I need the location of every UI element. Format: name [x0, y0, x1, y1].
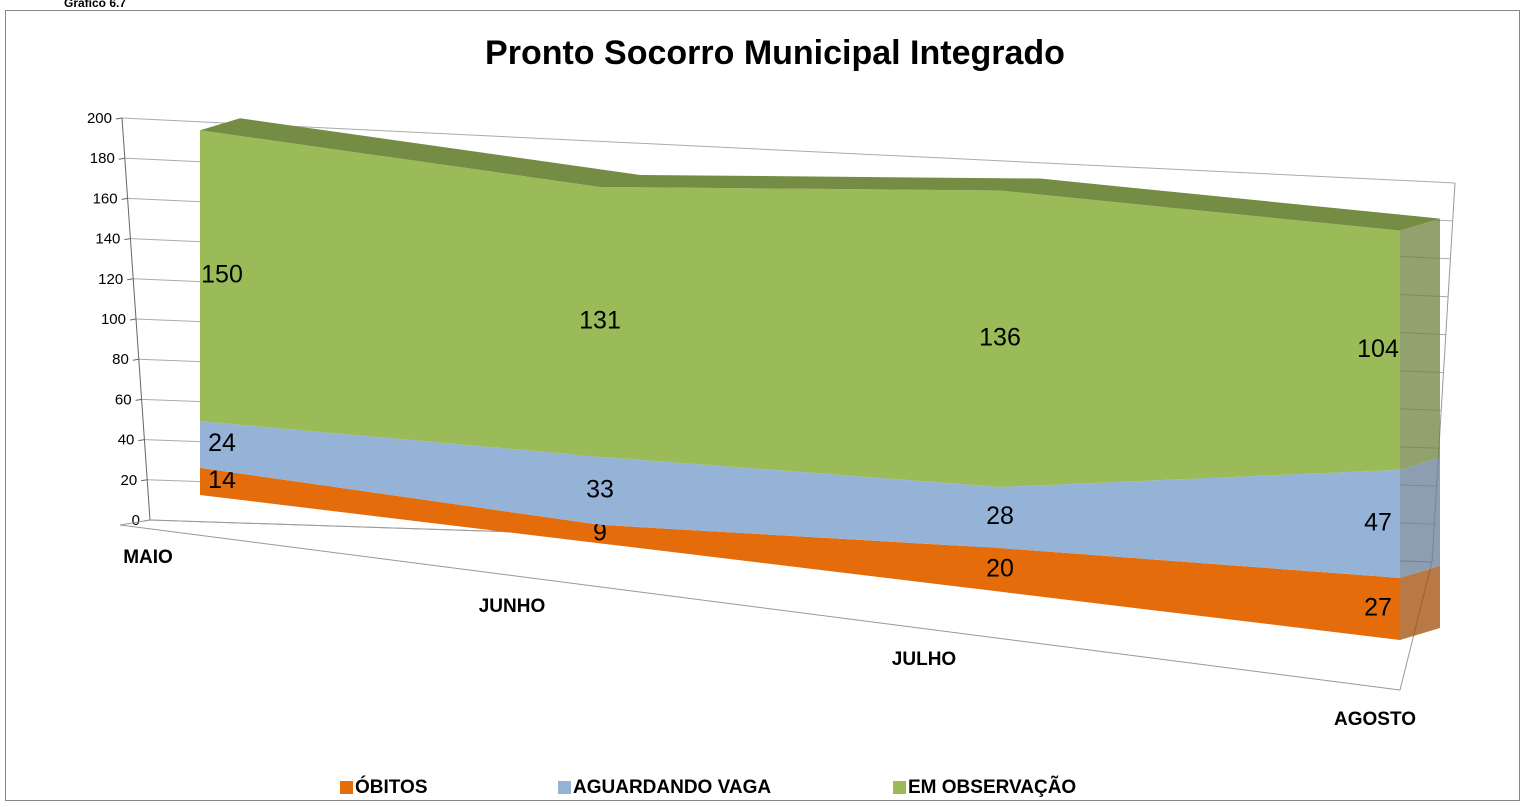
side-face	[1400, 457, 1440, 578]
y-tick	[115, 117, 123, 120]
x-tick-label: MAIO	[123, 547, 173, 568]
y-tick	[129, 318, 137, 321]
area	[200, 467, 1400, 640]
y-tick-label: 200	[87, 110, 112, 127]
y-tick	[141, 479, 148, 482]
side-face	[1400, 218, 1440, 470]
area	[200, 421, 1400, 578]
data-label: 28	[986, 502, 1014, 530]
y-tick	[124, 238, 131, 241]
y-tick-label: 40	[118, 432, 135, 449]
y-tick	[121, 197, 128, 200]
x-tick-label: JUNHO	[479, 596, 546, 617]
data-label: 136	[979, 323, 1021, 351]
y-axis	[121, 117, 151, 521]
legend-swatch	[558, 781, 571, 794]
y-tick-label: 0	[132, 512, 140, 529]
data-label: 9	[593, 519, 607, 547]
y-tick	[127, 278, 134, 281]
y-tick-label: 160	[93, 190, 118, 207]
data-label: 20	[986, 554, 1014, 582]
y-tick	[118, 157, 125, 160]
data-label: 27	[1364, 594, 1392, 622]
y-tick	[132, 358, 139, 361]
grid-line	[121, 117, 1456, 184]
data-label: 131	[579, 306, 621, 334]
data-label: 104	[1357, 335, 1399, 363]
y-tick-label: 20	[121, 472, 138, 489]
x-tick-label: AGOSTO	[1334, 709, 1416, 730]
data-label: 47	[1364, 508, 1392, 536]
data-label: 150	[201, 260, 243, 288]
legend-swatch	[893, 781, 906, 794]
y-tick-label: 180	[90, 150, 115, 167]
y-tick-label: 140	[95, 231, 120, 248]
chart-title: Pronto Socorro Municipal Integrado	[485, 34, 1065, 72]
legend-swatch	[340, 781, 353, 794]
y-tick-label: 80	[112, 351, 129, 368]
caption: Gráfico 6.7	[64, 0, 126, 10]
y-tick-label: 120	[98, 271, 123, 288]
y-tick	[138, 439, 145, 442]
data-label: 24	[208, 429, 236, 457]
legend-label: AGUARDANDO VAGA	[573, 777, 771, 798]
data-label: 33	[586, 475, 614, 503]
area	[200, 130, 1400, 488]
legend-label: EM OBSERVAÇÃO	[908, 776, 1076, 798]
top-face	[200, 118, 1440, 231]
y-tick	[135, 398, 142, 401]
legend-label: ÓBITOS	[355, 776, 428, 798]
x-tick-label: JULHO	[892, 649, 956, 670]
side-face	[1400, 565, 1440, 640]
y-tick-label: 100	[101, 311, 126, 328]
y-tick-label: 60	[115, 391, 132, 408]
